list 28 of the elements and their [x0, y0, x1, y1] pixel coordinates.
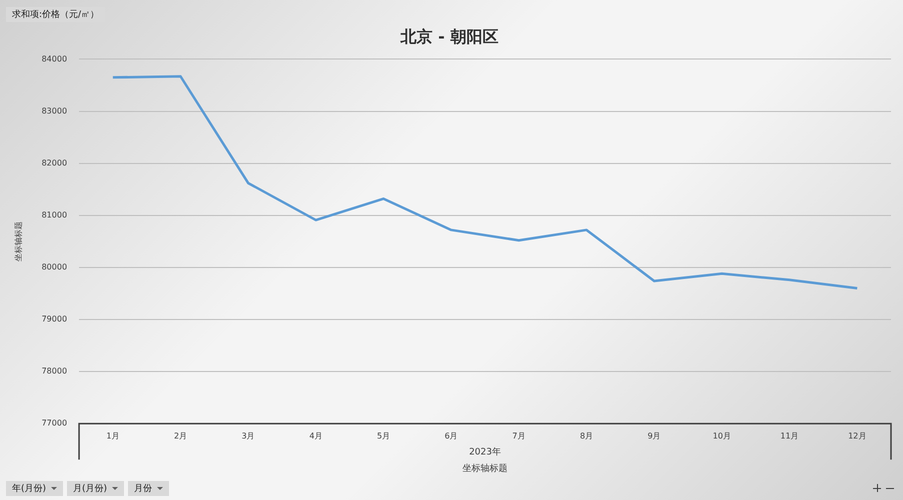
x-tick-label: 5月	[376, 431, 390, 440]
x-tick-label: 11月	[780, 431, 799, 440]
x-tick-label: 9月	[648, 431, 661, 440]
x-tick-label: 10月	[712, 431, 731, 440]
y-axis-title: 坐标轴标题	[14, 221, 23, 262]
y-tick-label: 80000	[42, 262, 68, 272]
text: 月(月份)	[73, 483, 108, 495]
x-tick-label: 12月	[848, 431, 866, 440]
x-tick-label: 8月	[580, 431, 594, 440]
text: 月份	[134, 483, 152, 495]
text: 年(月份)	[12, 482, 46, 495]
x-tick-label: 6月	[444, 431, 458, 440]
x-tick-label: 4月	[309, 431, 322, 440]
text: 2023年	[469, 446, 501, 458]
x-tick-label: 3月	[242, 431, 255, 440]
x-tick-label: 7月	[512, 431, 526, 440]
y-tick-label: 84000	[42, 54, 68, 64]
y-tick-label: 82000	[42, 158, 68, 168]
y-tick-label: 78000	[42, 366, 68, 376]
y-tick-label: 81000	[42, 210, 68, 220]
x-tick-label: 1月	[106, 431, 120, 440]
chart-title: 北京 - 朝阳区	[400, 26, 498, 46]
y-tick-label: 83000	[42, 106, 68, 116]
text: 求和项:价格（元/㎡）	[6, 7, 106, 22]
x-tick-label: 2月	[174, 431, 188, 440]
y-tick-label: 77000	[42, 418, 68, 428]
x-axis-title: 坐标轴标题	[462, 462, 508, 474]
y-tick-label: 79000	[42, 314, 68, 324]
